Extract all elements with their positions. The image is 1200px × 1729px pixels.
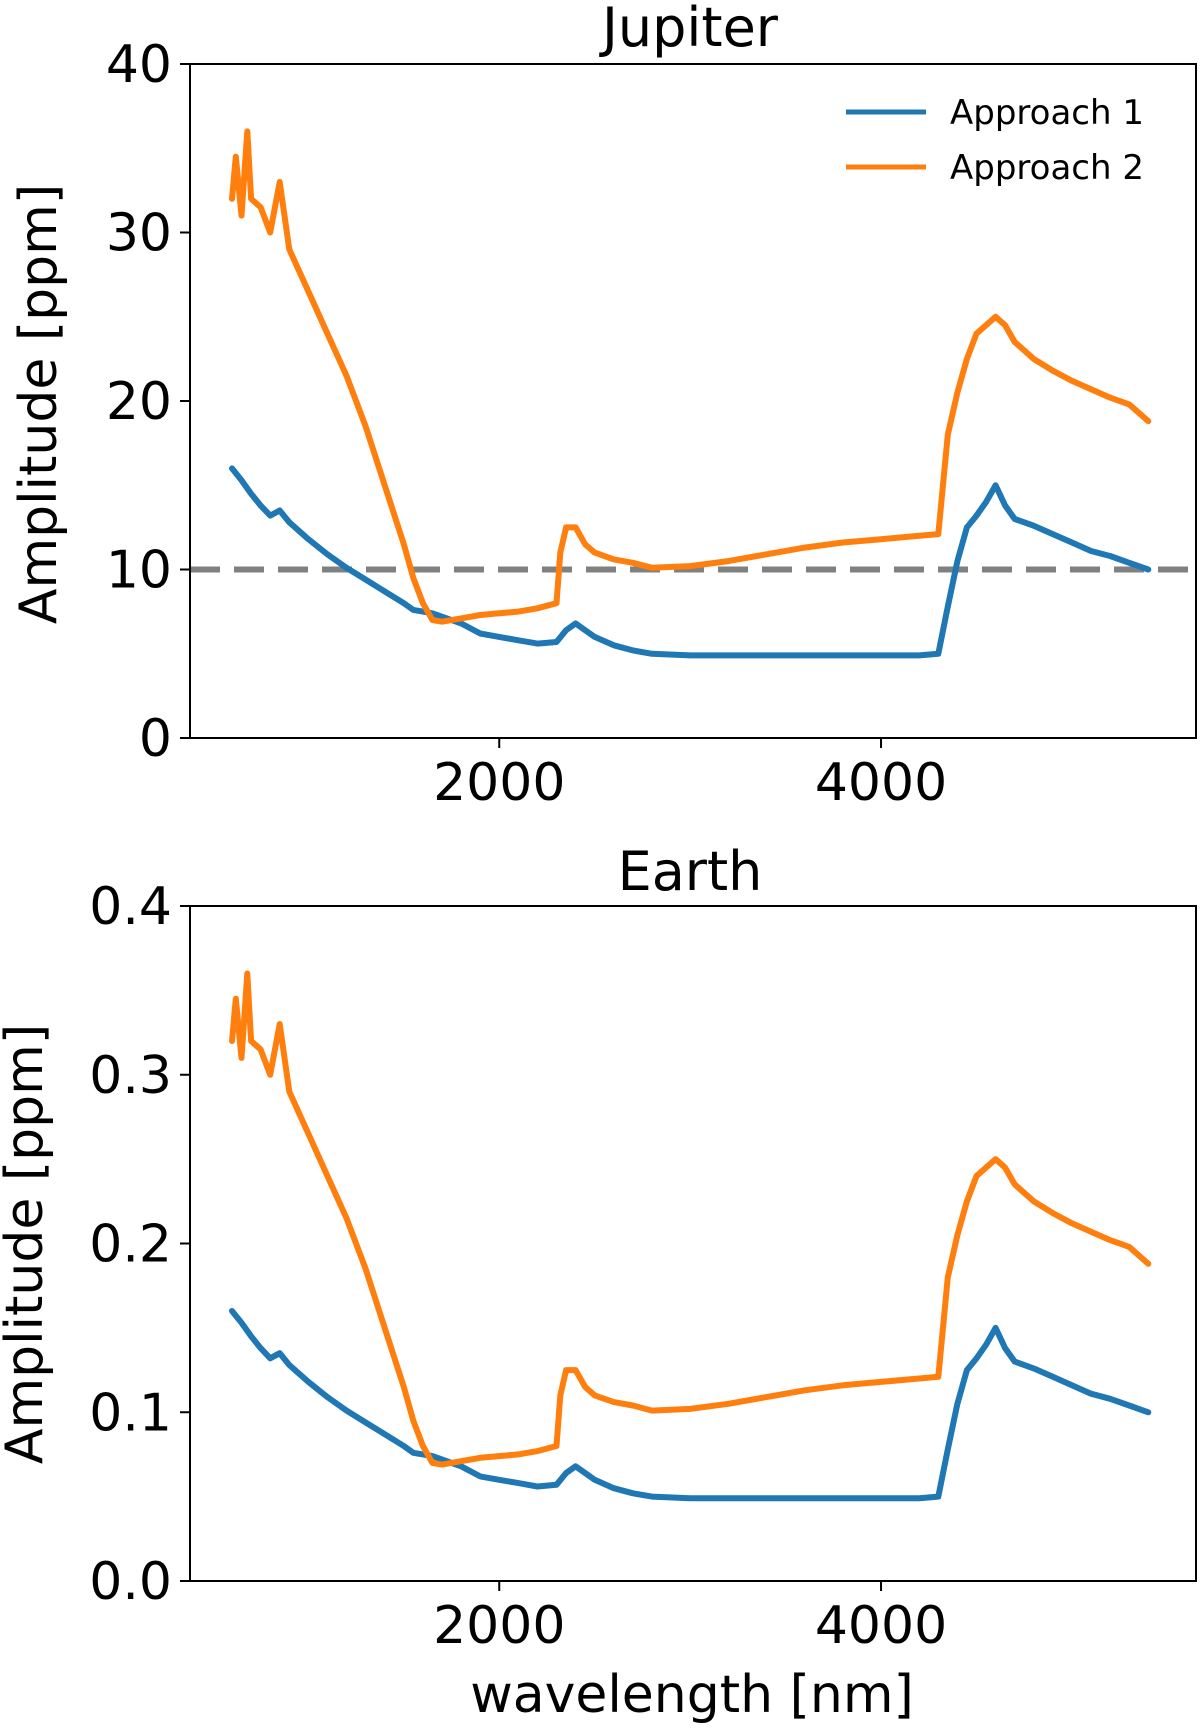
legend: Approach 1 Approach 2 xyxy=(846,93,1144,188)
panel-jupiter-xtick-label: 2000 xyxy=(433,753,565,813)
panel-earth-xtick-label: 2000 xyxy=(433,1596,565,1656)
panel-jupiter-plot-frame xyxy=(189,63,1197,739)
panel-earth-xtick-label: 4000 xyxy=(815,1596,947,1656)
panel-jupiter-ylabel: Amplitude [ppm] xyxy=(9,184,69,624)
panel-earth-plot-frame xyxy=(189,905,1197,1582)
panel-earth-ytick-label: 0.1 xyxy=(89,1383,172,1443)
panel-earth-series-line-approach-2 xyxy=(229,970,1152,1468)
panel-jupiter-ytick-label: 0 xyxy=(139,709,172,769)
panel-earth-ytick-label: 0.0 xyxy=(89,1552,172,1612)
panel-earth-ylabel: Amplitude [ppm] xyxy=(0,1024,55,1464)
panel-jupiter-ytick-label: 20 xyxy=(106,372,172,432)
legend-label-approach-1: Approach 1 xyxy=(950,93,1144,133)
panel-jupiter-title: Jupiter xyxy=(599,0,779,59)
panel-jupiter-ytick-label: 30 xyxy=(106,204,172,264)
panel-jupiter: Jupiter Amplitude [ppm] 0 10 20 30 40 2000 40… xyxy=(9,0,1197,813)
panel-earth-ytick-label: 0.4 xyxy=(89,877,172,937)
panel-earth-series-line-approach-1 xyxy=(229,1308,1152,1502)
panel-earth-ytick-label: 0.3 xyxy=(89,1046,172,1106)
panel-jupiter-ytick-label: 10 xyxy=(106,541,172,601)
panel-earth-xlabel: wavelength [nm] xyxy=(470,1665,914,1725)
panel-earth-title: Earth xyxy=(618,840,763,903)
legend-label-approach-2: Approach 2 xyxy=(950,148,1144,188)
panel-earth-ytick-label: 0.2 xyxy=(89,1215,172,1275)
panel-jupiter-ytick-label: 40 xyxy=(106,35,172,95)
panel-jupiter-series-line-approach-1 xyxy=(229,465,1152,659)
panel-earth: Earth Amplitude [ppm] 0.0 0.1 0.2 0.3 0.4 20… xyxy=(0,840,1197,1725)
panel-jupiter-series-line-approach-2 xyxy=(229,128,1152,625)
panel-jupiter-xtick-label: 4000 xyxy=(815,753,947,813)
